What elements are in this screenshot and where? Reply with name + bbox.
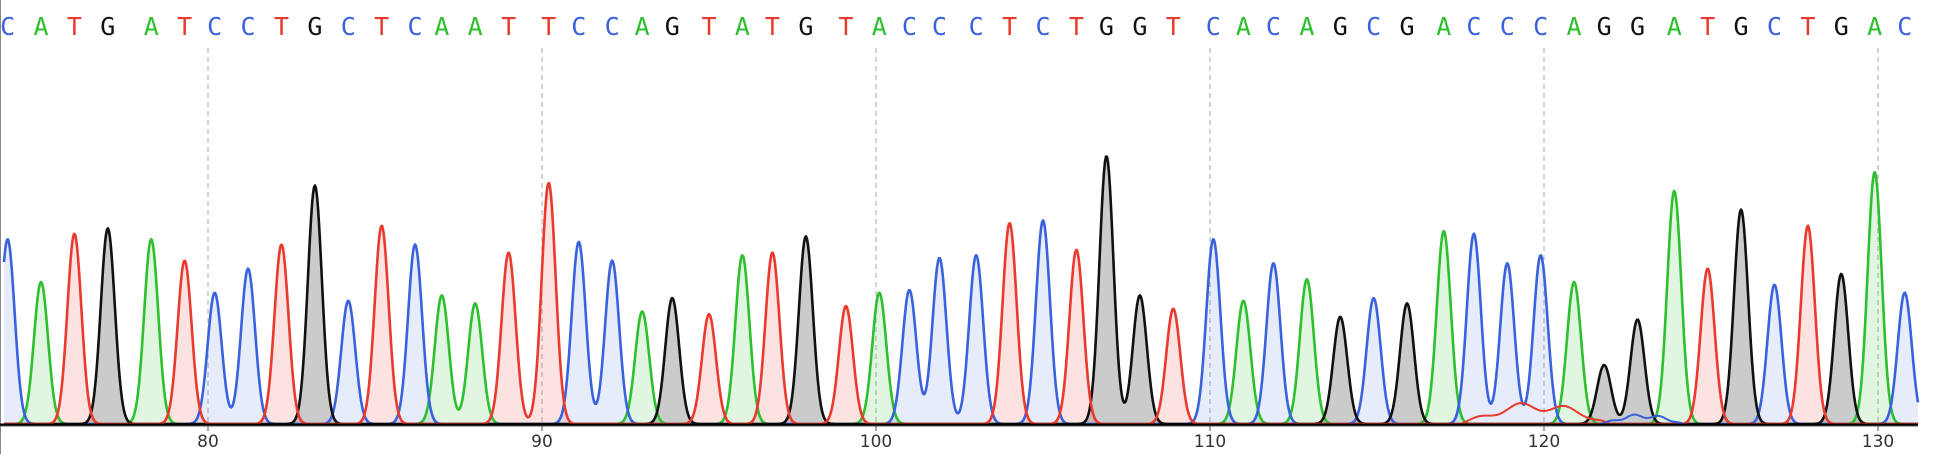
base-call-54: C (1767, 12, 1782, 41)
base-call-13: C (408, 12, 423, 41)
base-call-58: C (1897, 12, 1912, 41)
base-call-34: G (1099, 12, 1114, 41)
base-call-35: G (1132, 12, 1147, 41)
base-call-49: G (1597, 12, 1612, 41)
base-call-21: G (665, 12, 680, 41)
base-call-27: A (872, 12, 887, 41)
base-call-28: C (902, 12, 917, 41)
base-call-51: A (1667, 12, 1682, 41)
x-axis: 80 90 100 110 120 130 (197, 426, 1894, 452)
base-call-19: C (605, 12, 620, 41)
base-call-55: T (1800, 12, 1815, 41)
base-call-6: T (177, 12, 192, 41)
base-call-25: G (798, 12, 813, 41)
base-call-7: C (207, 12, 222, 41)
base-call-29: C (932, 12, 947, 41)
base-call-16: T (501, 12, 516, 41)
base-call-30: C (969, 12, 984, 41)
base-call-10: G (307, 12, 322, 41)
base-call-18: C (571, 12, 586, 41)
base-call-11: C (341, 12, 356, 41)
base-call-23: A (735, 12, 750, 41)
base-call-2: A (33, 12, 48, 41)
base-call-32: C (1035, 12, 1050, 41)
base-call-3: T (67, 12, 82, 41)
base-call-22: T (701, 12, 716, 41)
base-call-42: C (1366, 12, 1381, 41)
base-call-15: A (468, 12, 483, 41)
base-call-50: G (1630, 12, 1645, 41)
base-call-41: G (1333, 12, 1348, 41)
base-call-43: G (1400, 12, 1415, 41)
base-call-31: T (1002, 12, 1017, 41)
base-call-39: C (1266, 12, 1281, 41)
base-call-57: A (1867, 12, 1882, 41)
trace-fill-T (4, 183, 1918, 424)
trace-fill-C (4, 220, 1918, 424)
base-call-53: G (1734, 12, 1749, 41)
base-call-47: C (1533, 12, 1548, 41)
base-call-46: C (1500, 12, 1515, 41)
x-tick-label-100: 100 (860, 432, 892, 452)
base-call-14: A (434, 12, 449, 41)
trace-noise-T (1460, 402, 1611, 425)
base-call-48: A (1567, 12, 1582, 41)
base-call-56: G (1834, 12, 1849, 41)
base-call-12: T (374, 12, 389, 41)
x-tick-label-90: 90 (531, 432, 553, 452)
base-call-8: C (241, 12, 256, 41)
base-call-38: A (1236, 12, 1251, 41)
x-tick-label-130: 130 (1862, 432, 1894, 452)
base-call-36: T (1166, 12, 1181, 41)
base-call-52: T (1700, 12, 1715, 41)
x-tick-label-120: 120 (1528, 432, 1560, 452)
base-call-17: T (541, 12, 556, 41)
base-call-24: T (765, 12, 780, 41)
x-tick-label-80: 80 (197, 432, 219, 452)
base-call-44: A (1436, 12, 1451, 41)
base-call-1: C (0, 12, 15, 41)
base-call-26: T (838, 12, 853, 41)
base-call-20: A (635, 12, 650, 41)
base-call-9: T (274, 12, 289, 41)
base-call-40: A (1299, 12, 1314, 41)
base-call-33: T (1069, 12, 1084, 41)
trace-noise-C (1600, 413, 1684, 425)
base-call-4: G (100, 12, 115, 41)
x-tick-label-110: 110 (1194, 432, 1226, 452)
base-call-45: C (1466, 12, 1481, 41)
base-call-37: C (1206, 12, 1221, 41)
base-call-5: A (144, 12, 159, 41)
